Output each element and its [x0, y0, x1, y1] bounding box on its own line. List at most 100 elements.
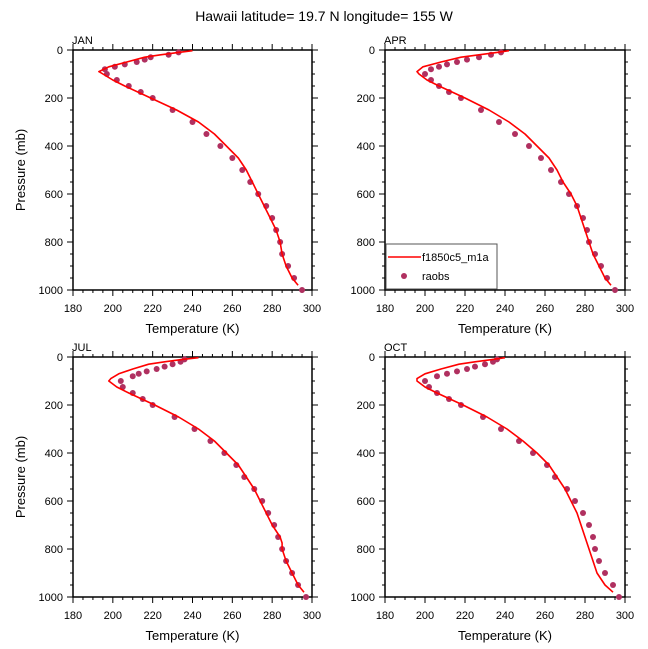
- x-tick-label: 200: [104, 610, 122, 622]
- y-axis-label: Pressure (mb): [13, 436, 28, 518]
- y-tick-label: 1000: [351, 285, 375, 297]
- x-tick-label: 300: [616, 303, 634, 315]
- y-tick-label: 800: [45, 544, 63, 556]
- y-tick-label: 1000: [351, 592, 375, 604]
- raobs-series: [101, 49, 306, 293]
- x-tick-label: 200: [416, 610, 434, 622]
- x-tick-label: 220: [143, 303, 161, 315]
- y-tick-label: 600: [45, 496, 63, 508]
- legend-marker-swatch: [401, 273, 407, 279]
- panel-label: APR: [384, 35, 407, 47]
- raobs-point: [592, 546, 598, 552]
- x-axis-label: Temperature (K): [146, 628, 240, 643]
- raobs-point: [572, 498, 578, 504]
- y-tick-label: 400: [45, 141, 63, 153]
- x-tick-label: 300: [303, 303, 321, 315]
- plot-frame: [72, 49, 313, 291]
- y-axis: 0 200 400 600 800 1000: [351, 45, 631, 297]
- raobs-point: [434, 373, 440, 380]
- raobs-point: [428, 66, 434, 73]
- x-axis: 180 200 220 240 260 280 300 Temperature (K): [376, 351, 634, 643]
- y-tick-label: 800: [357, 237, 375, 249]
- raobs-point: [169, 361, 176, 368]
- raobs-point: [189, 119, 196, 125]
- legend-box: [385, 243, 498, 290]
- raobs-point: [610, 582, 616, 588]
- raobs-point: [478, 107, 484, 113]
- x-tick-label: 280: [263, 610, 281, 622]
- y-tick-label: 0: [369, 45, 375, 57]
- raobs-point: [464, 56, 470, 63]
- panel-label: JUL: [72, 342, 92, 354]
- raobs-point: [602, 570, 608, 576]
- legend-label: f1850c5_m1a: [422, 252, 490, 264]
- raobs-point: [303, 594, 310, 600]
- raobs-point: [422, 378, 428, 384]
- raobs-point: [498, 426, 504, 432]
- x-tick-label: 220: [143, 610, 161, 622]
- panel-jul: 180 200 220 240 260 280 300 Temperature (K) 0 200…: [13, 342, 321, 643]
- x-tick-label: 260: [223, 610, 241, 622]
- x-tick-label: 200: [104, 303, 122, 315]
- x-tick-label: 240: [496, 610, 514, 622]
- x-tick-label: 300: [616, 610, 634, 622]
- raobs-point: [444, 370, 450, 377]
- raobs-point: [512, 131, 518, 137]
- y-tick-label: 0: [369, 352, 375, 364]
- x-tick-label: 280: [576, 610, 594, 622]
- y-tick-label: 400: [45, 448, 63, 460]
- model-line: [416, 356, 614, 593]
- x-axis: 180 200 220 240 260 280 300 Temperature (K): [376, 44, 634, 336]
- raobs-point: [143, 368, 150, 375]
- plot-frame: [384, 356, 626, 598]
- x-tick-label: 240: [496, 303, 514, 315]
- y-tick-label: 200: [357, 400, 375, 412]
- raobs-point: [444, 61, 450, 68]
- x-tick-label: 180: [376, 610, 394, 622]
- raobs-point: [153, 366, 160, 372]
- raobs-point: [117, 378, 124, 384]
- x-tick-label: 220: [456, 303, 474, 315]
- y-tick-label: 600: [45, 189, 63, 201]
- raobs-point: [161, 363, 168, 370]
- y-tick-label: 400: [357, 141, 375, 153]
- x-axis: 180 200 220 240 260 280 300 Temperature (K): [64, 351, 321, 643]
- raobs-point: [580, 510, 586, 516]
- raobs-series: [422, 356, 622, 600]
- y-tick-label: 200: [357, 93, 375, 105]
- raobs-point: [299, 287, 306, 293]
- panel-apr: 180 200 220 240 260 280 300 Temperature (K) 0 200…: [351, 35, 635, 336]
- x-tick-label: 180: [64, 610, 82, 622]
- raobs-point: [482, 361, 488, 368]
- plot-frame: [72, 356, 313, 598]
- y-tick-label: 400: [357, 448, 375, 460]
- raobs-point: [496, 119, 502, 125]
- y-tick-label: 800: [45, 237, 63, 249]
- x-axis: 180 200 220 240 260 280 300 Temperature (K): [64, 44, 321, 336]
- y-tick-label: 0: [57, 352, 63, 364]
- y-tick-label: 200: [45, 93, 63, 105]
- panel-jan: 180 200 220 240 260 280 300 Temperature (K) 0 200…: [13, 35, 321, 336]
- model-line: [108, 356, 305, 593]
- y-tick-label: 0: [57, 45, 63, 57]
- raobs-point: [586, 522, 592, 528]
- x-tick-label: 180: [376, 303, 394, 315]
- raobs-point: [464, 366, 470, 372]
- y-tick-label: 800: [357, 544, 375, 556]
- y-axis: 0 200 400 600 800 1000: [351, 352, 631, 604]
- raobs-point: [239, 167, 246, 173]
- raobs-point: [596, 558, 602, 564]
- raobs-series: [117, 356, 310, 600]
- x-tick-label: 240: [183, 303, 201, 315]
- raobs-point: [203, 131, 210, 137]
- x-axis-label: Temperature (K): [146, 321, 240, 336]
- raobs-point: [472, 363, 478, 370]
- x-tick-label: 260: [223, 303, 241, 315]
- raobs-point: [616, 594, 622, 600]
- model-line: [98, 49, 299, 286]
- raobs-point: [422, 71, 428, 77]
- y-axis-label: Pressure (mb): [13, 129, 28, 211]
- model-line: [416, 49, 612, 286]
